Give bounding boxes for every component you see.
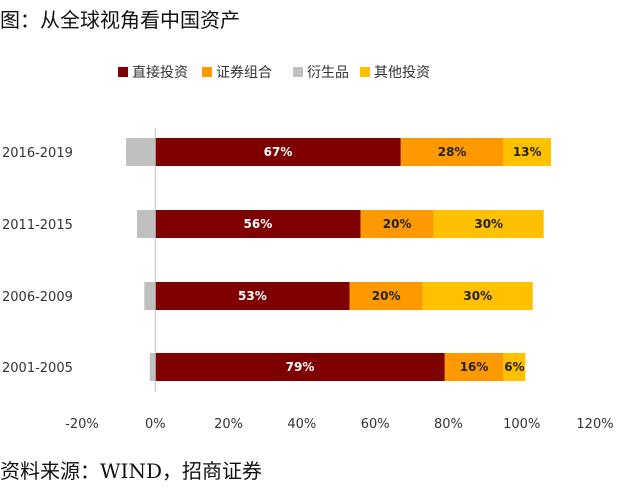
bar-segment-0	[155, 210, 361, 238]
x-tick-label: 120%	[576, 417, 613, 432]
bar-segment-1	[400, 138, 504, 166]
chart-bars: 2016-2019 67% 28% 13% 2011-2015 56% 20% 30% 2006…	[2, 128, 552, 392]
chart-legend: 直接投资 证券组合 衍生品 其他投资	[118, 64, 430, 81]
data-label: 67%	[264, 145, 293, 159]
legend-label-2: 衍生品	[307, 65, 349, 81]
bar-segment-2	[149, 353, 156, 381]
category-label: 2011-2015	[2, 218, 73, 233]
data-label: 30%	[474, 217, 503, 231]
legend-swatch-2	[293, 67, 303, 77]
x-tick-label: -20%	[65, 417, 99, 432]
x-tick-label: 40%	[287, 417, 316, 432]
bar-segment-2	[125, 138, 156, 166]
bar-segment-2	[136, 210, 156, 238]
legend-swatch-0	[118, 67, 128, 77]
bar-segment-1	[360, 210, 434, 238]
bar-segment-3	[503, 138, 552, 166]
x-tick-label: 60%	[361, 417, 390, 432]
source-note: 资料来源：WIND，招商证券	[0, 459, 262, 483]
bar-segment-3	[503, 353, 526, 381]
bar-segment-0	[155, 353, 445, 381]
data-label: 56%	[244, 217, 273, 231]
legend-swatch-1	[202, 67, 212, 77]
data-label: 79%	[286, 360, 315, 374]
legend-label-1: 证券组合	[216, 65, 272, 81]
page-title: 图：从全球视角看中国资产	[0, 8, 240, 32]
bar-segment-0	[155, 138, 401, 166]
bar-segment-1	[349, 282, 423, 310]
legend-label-0: 直接投资	[132, 64, 188, 81]
data-label: 53%	[238, 289, 267, 303]
data-label: 20%	[383, 217, 412, 231]
category-label: 2016-2019	[2, 146, 73, 161]
data-label: 30%	[463, 289, 492, 303]
x-tick-label: 20%	[214, 417, 243, 432]
x-axis: -20% 0% 20% 40% 60% 80% 100% 120%	[65, 417, 613, 432]
data-label: 28%	[438, 145, 467, 159]
category-label: 2006-2009	[2, 290, 73, 305]
data-label: 16%	[460, 360, 489, 374]
x-tick-label: 80%	[434, 417, 463, 432]
bar-segment-0	[155, 282, 350, 310]
legend-label-3: 其他投资	[374, 65, 430, 81]
bar-segment-3	[422, 282, 533, 310]
data-label: 13%	[513, 145, 542, 159]
data-label: 20%	[372, 289, 401, 303]
legend-swatch-3	[360, 67, 370, 77]
x-tick-label: 0%	[145, 417, 166, 432]
x-tick-label: 100%	[503, 417, 540, 432]
bar-segment-2	[144, 282, 156, 310]
data-label: 6%	[504, 360, 524, 374]
bar-segment-3	[433, 210, 544, 238]
bar-segment-1	[444, 353, 504, 381]
category-label: 2001-2005	[2, 361, 73, 376]
